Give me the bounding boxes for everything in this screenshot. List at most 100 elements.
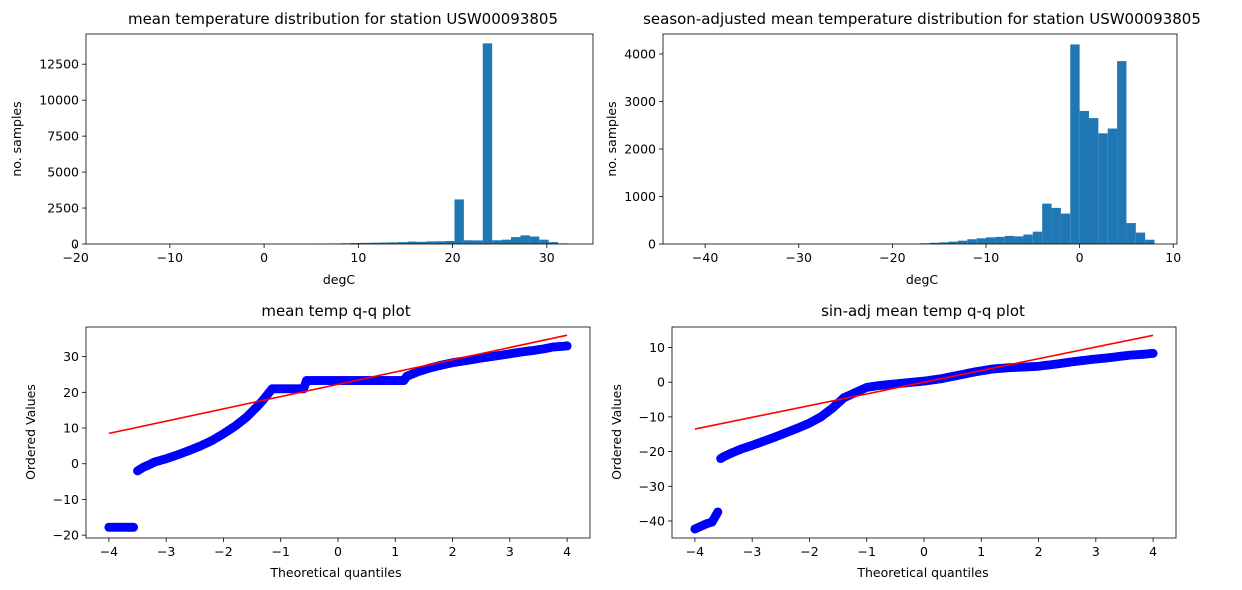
mean-temp-qq-fit-line <box>108 334 568 435</box>
y-tick-label: 0 <box>657 375 665 390</box>
x-tick-label: −2 <box>800 544 818 559</box>
histogram-bar <box>929 242 940 244</box>
mean-temp-qq-frame <box>85 326 591 539</box>
sin-adj-qq-title: sin-adj mean temp q-q plot <box>821 302 1025 320</box>
x-tick-label: −1 <box>858 544 876 559</box>
qq-fit-line <box>108 334 568 435</box>
histogram-bar <box>1014 236 1024 244</box>
y-tick-label: −20 <box>53 528 79 543</box>
x-tick-label: −3 <box>743 544 761 559</box>
x-tick-label: 0 <box>920 544 928 559</box>
histogram-bar <box>548 242 559 244</box>
season-adjusted-histogram-title: season-adjusted mean temperature distrib… <box>643 10 1201 28</box>
mean-temp-qq-title: mean temp q-q plot <box>261 302 410 320</box>
histogram-bar <box>407 241 417 244</box>
x-tick-label: 20 <box>445 250 461 265</box>
season-adjusted-histogram-y-label: no. samples <box>604 101 619 176</box>
x-tick-label: 0 <box>1076 250 1084 265</box>
x-tick-label: −40 <box>692 250 718 265</box>
x-tick-label: 10 <box>350 250 366 265</box>
mean-temp-qq-y-label: Ordered Values <box>23 384 38 480</box>
histogram-bar <box>511 237 521 244</box>
season-adjusted-histogram-x-label: degC <box>906 272 939 287</box>
histogram-bar <box>397 242 408 244</box>
temperature-histogram-frame <box>85 33 594 245</box>
y-tick-label: 10000 <box>39 93 79 108</box>
y-tick-label: 1000 <box>624 189 656 204</box>
temperature-histogram-x-label: degC <box>323 272 356 287</box>
qq-point <box>129 522 139 532</box>
histogram-bar <box>1051 207 1061 244</box>
temperature-histogram-title: mean temperature distribution for statio… <box>128 10 558 28</box>
histogram-bar <box>1004 235 1015 244</box>
histogram-bar <box>379 242 389 244</box>
x-tick-label: 2 <box>1035 544 1043 559</box>
season-adjusted-histogram-y-ticks: 0 1000 2000 3000 4000 <box>624 46 663 252</box>
y-tick-label: 2500 <box>47 201 79 216</box>
x-tick-label: −10 <box>973 250 999 265</box>
x-tick-label: 1 <box>391 544 399 559</box>
histogram-bar <box>976 238 987 244</box>
histogram-bar <box>416 241 427 244</box>
histogram-bar <box>501 239 512 244</box>
sin-adj-qq-y-label: Ordered Values <box>609 384 624 480</box>
sin-adj-qq-fit-line <box>694 334 1154 430</box>
season-adjusted-histogram-bars <box>920 44 1155 245</box>
histogram-bar <box>1079 110 1089 244</box>
histogram-bar <box>1060 213 1071 244</box>
y-tick-label: 5000 <box>47 165 79 180</box>
histogram-bar <box>1088 118 1099 244</box>
x-tick-label: 3 <box>506 544 514 559</box>
histogram-bar <box>957 240 968 244</box>
histogram-bar <box>435 241 446 244</box>
x-tick-label: 0 <box>334 544 342 559</box>
sin-adj-qq-y-ticks: −40 −30 −20 −10 0 10 <box>639 340 672 528</box>
y-tick-label: 10 <box>649 340 665 355</box>
x-tick-label: −1 <box>272 544 290 559</box>
x-tick-label: 3 <box>1092 544 1100 559</box>
histogram-bar <box>1135 232 1146 244</box>
histogram-bar <box>939 242 949 244</box>
season-adjusted-histogram-x-ticks: −40 −30 −20 −10 0 10 <box>692 244 1181 265</box>
y-tick-label: 0 <box>71 237 79 252</box>
mean-temp-qq-y-ticks: −20 −10 0 10 20 30 <box>53 349 86 543</box>
histogram-bar <box>473 240 483 244</box>
histogram-bar <box>1042 203 1052 244</box>
y-tick-label: 30 <box>63 349 79 364</box>
histogram-bar <box>388 242 398 244</box>
qq-fit-line <box>694 334 1154 430</box>
x-tick-label: −2 <box>214 544 232 559</box>
x-tick-label: 0 <box>260 250 268 265</box>
mean-temp-qq-x-label: Theoretical quantiles <box>269 565 401 580</box>
y-tick-label: 10 <box>63 421 79 436</box>
histogram-bar <box>986 237 996 244</box>
x-tick-label: 2 <box>449 544 457 559</box>
histogram-bar <box>350 242 361 244</box>
y-tick-label: −20 <box>639 444 665 459</box>
histogram-bar <box>995 236 1005 244</box>
y-tick-label: −10 <box>53 492 79 507</box>
sin-adj-qq-points <box>690 348 1158 534</box>
x-tick-label: 4 <box>1149 544 1157 559</box>
histogram-bar <box>539 239 549 244</box>
x-tick-label: 4 <box>563 544 571 559</box>
histogram-bar <box>1107 128 1118 244</box>
y-tick-label: 20 <box>63 385 79 400</box>
histogram-bar <box>369 242 380 244</box>
sin-adj-qq-x-ticks: −4 −3 −2 −1 0 1 2 3 4 <box>686 538 1157 559</box>
x-tick-label: −20 <box>879 250 905 265</box>
qq-point <box>1148 348 1158 358</box>
histogram-bar <box>463 240 474 244</box>
season-adjusted-histogram-frame <box>662 33 1178 245</box>
y-tick-label: −40 <box>639 513 665 528</box>
histogram-bar <box>482 43 493 244</box>
sin-adj-qq-frame <box>671 326 1177 539</box>
panel-season-adjusted-histogram: season-adjusted mean temperature distrib… <box>604 10 1201 287</box>
panel-sin-adj-qq-plot: sin-adj mean temp q-q plot −4 −3 −2 −1 0 1 2 3 4… <box>609 302 1177 580</box>
x-tick-label: −20 <box>62 250 88 265</box>
y-tick-label: 0 <box>648 237 656 252</box>
histogram-bar <box>948 241 958 244</box>
histogram-bar <box>529 236 540 244</box>
